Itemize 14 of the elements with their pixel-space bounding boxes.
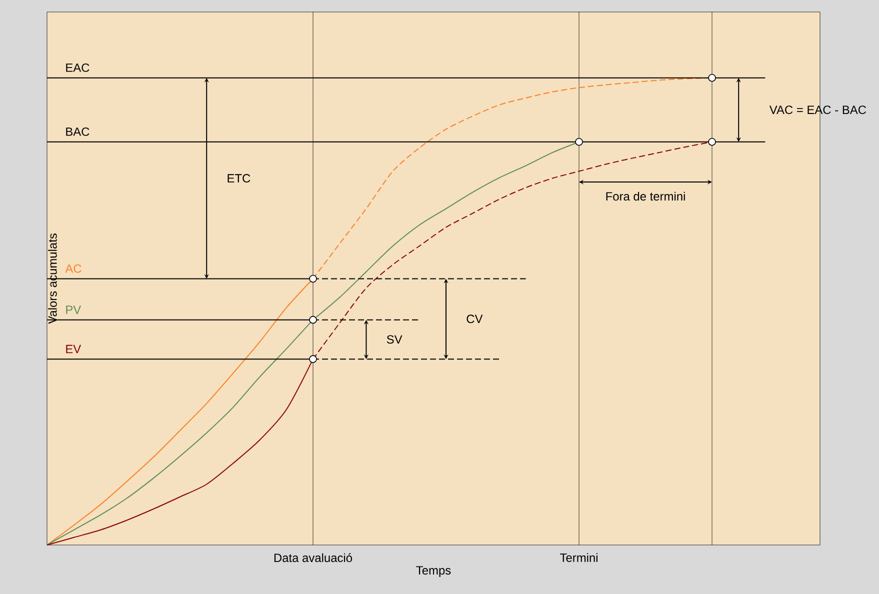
- annotation: ETC: [228, 174, 250, 183]
- x-tick-label: Termini: [560, 553, 598, 562]
- text: AC: [65, 264, 82, 273]
- text: PV: [66, 306, 82, 314]
- annotation: CV: [466, 314, 483, 324]
- annotation: VAC = EAC - BAC: [769, 106, 866, 114]
- annotation: SV: [386, 335, 402, 344]
- series-label: EAC: [66, 63, 90, 72]
- x-axis-title: Temps: [416, 566, 451, 577]
- x-tick-label: Data avaluació: [274, 553, 352, 562]
- text: EV: [66, 344, 82, 354]
- y-axis-title: Valors acumulats: [48, 234, 57, 324]
- annotation: Fora de termini: [606, 192, 685, 201]
- series-label: BAC: [66, 127, 90, 136]
